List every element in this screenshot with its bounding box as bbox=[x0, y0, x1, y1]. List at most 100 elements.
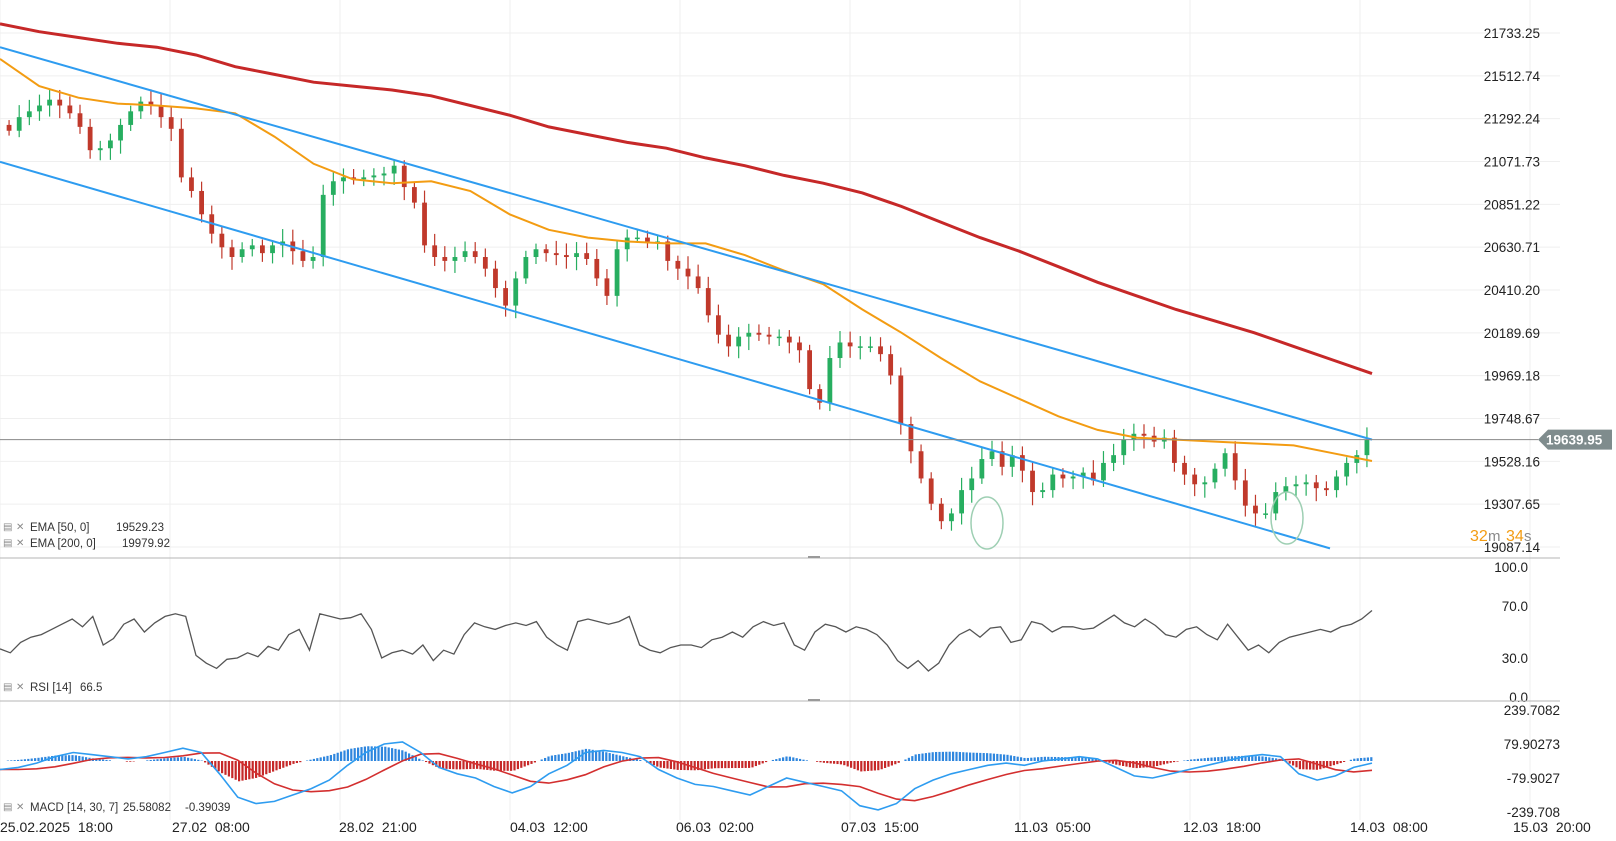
rsi-tick-label: 100.0 bbox=[1494, 560, 1528, 575]
candle bbox=[756, 324, 762, 341]
macd-hist-bar bbox=[125, 761, 128, 762]
macd-hist-bar bbox=[299, 761, 302, 763]
macd-hist-bar bbox=[1227, 756, 1230, 761]
time-tick-label: 04.03 12:00 bbox=[510, 819, 588, 835]
macd-hist-bar bbox=[1094, 759, 1097, 762]
price-tick-label: 21071.73 bbox=[1484, 154, 1540, 169]
macd-hist-bar bbox=[414, 756, 417, 761]
candle bbox=[949, 508, 954, 531]
macd-hist-bar bbox=[85, 757, 88, 762]
macd-hist-bar bbox=[1050, 756, 1053, 761]
macd-hist-bar bbox=[506, 761, 509, 771]
price-tick-label: 20851.22 bbox=[1484, 197, 1540, 212]
legend-settings-icon[interactable]: ▤ bbox=[3, 522, 12, 533]
macd-hist-bar bbox=[703, 761, 706, 770]
candle bbox=[685, 256, 691, 290]
candle bbox=[219, 225, 225, 259]
candle bbox=[270, 240, 275, 264]
macd-hist-bar bbox=[1074, 757, 1077, 761]
candle bbox=[178, 118, 184, 183]
macd-hist-bar bbox=[931, 752, 934, 761]
macd-hist-bar bbox=[731, 761, 734, 769]
channel-lower-line[interactable] bbox=[0, 160, 1331, 550]
macd-hist-bar bbox=[387, 747, 390, 762]
macd-hist-bar bbox=[1363, 757, 1366, 762]
macd-hist-bar bbox=[1207, 757, 1210, 762]
macd-hist-bar bbox=[428, 761, 431, 764]
macd-hist-bar bbox=[975, 752, 978, 762]
macd-hist-bar bbox=[265, 761, 268, 775]
macd-hist-bar bbox=[724, 761, 727, 769]
macd-hist-bar bbox=[1200, 758, 1203, 761]
macd-hist-bar bbox=[445, 761, 448, 769]
macd-hist-bar bbox=[547, 756, 550, 761]
candle bbox=[462, 241, 468, 262]
macd-hist-bar bbox=[907, 757, 910, 762]
legend-close-icon[interactable]: ✕ bbox=[16, 682, 24, 693]
macd-hist-bar bbox=[295, 761, 298, 764]
macd-hist-bar bbox=[982, 753, 985, 761]
time-axis[interactable]: 25.02.2025 18:00 27.02 08:00 28.02 21:00 04… bbox=[0, 819, 1591, 835]
legend-rsi[interactable]: ▤ ✕ RSI [14] 66.5 bbox=[3, 682, 102, 694]
macd-tick-label: 79.90273 bbox=[1504, 737, 1560, 752]
macd-hist-bar bbox=[217, 761, 220, 772]
macd-hist-bar bbox=[890, 761, 893, 766]
legend-settings-icon[interactable]: ▤ bbox=[3, 802, 12, 813]
timer-seconds: 34 bbox=[1506, 528, 1524, 545]
macd-hist-bar bbox=[27, 758, 30, 761]
candle bbox=[969, 466, 975, 503]
legend-close-icon[interactable]: ✕ bbox=[16, 802, 24, 813]
macd-hist-bar bbox=[357, 747, 360, 761]
legend-close-icon[interactable]: ✕ bbox=[16, 538, 24, 549]
legend-settings-icon[interactable]: ▤ bbox=[3, 538, 12, 549]
macd-hist-bar bbox=[227, 761, 230, 777]
macd-hist-bar bbox=[1020, 757, 1023, 761]
candle bbox=[888, 345, 894, 385]
legend-settings-icon[interactable]: ▤ bbox=[3, 682, 12, 693]
macd-hist-bar bbox=[1230, 756, 1233, 761]
macd-hist-bar bbox=[904, 759, 907, 761]
macd-hist-bar bbox=[615, 754, 618, 761]
last-price-tag: 19639.95 bbox=[1538, 429, 1612, 450]
candle bbox=[543, 244, 549, 262]
candle bbox=[837, 331, 843, 368]
legend-macd[interactable]: ▤ ✕ MACD [14, 30, 7] 25.58082 -0.39039 bbox=[3, 802, 230, 814]
macd-hist-bar bbox=[527, 761, 530, 766]
macd-hist-bar bbox=[819, 761, 822, 763]
channel-upper-line[interactable] bbox=[0, 46, 1373, 441]
panel-resize-handle-2[interactable] bbox=[808, 699, 820, 701]
macd-hist-bar bbox=[972, 752, 975, 761]
panel-resize-handle-1[interactable] bbox=[808, 556, 820, 558]
macd-hist-bar bbox=[459, 761, 462, 770]
macd-hist-bar bbox=[1244, 755, 1247, 761]
candle bbox=[158, 93, 164, 128]
macd-hist-bar bbox=[1128, 761, 1131, 768]
macd-hist-bar bbox=[676, 761, 679, 770]
macd-hist-bar bbox=[574, 751, 577, 762]
macd-hist-bar bbox=[1343, 761, 1346, 762]
candle bbox=[118, 118, 123, 154]
legend-rsi-value: 66.5 bbox=[80, 682, 102, 694]
candle bbox=[1334, 470, 1339, 498]
legend-close-icon[interactable]: ✕ bbox=[16, 522, 24, 533]
candle bbox=[1273, 482, 1279, 521]
candle bbox=[1354, 450, 1360, 474]
macd-hist-bar bbox=[605, 752, 608, 761]
macd-hist-bar bbox=[1169, 761, 1172, 763]
macd-hist-bar bbox=[261, 761, 264, 776]
macd-hist-bar bbox=[1176, 761, 1179, 762]
macd-hist-bar bbox=[952, 751, 955, 761]
macd-hist-bar bbox=[720, 761, 723, 769]
legend-ema-200[interactable]: ▤ ✕ EMA [200, 0] 19979.92 bbox=[3, 538, 170, 550]
candle bbox=[665, 235, 671, 271]
macd-hist-bar bbox=[163, 758, 166, 761]
macd-hist-bar bbox=[941, 751, 944, 762]
macd-hist-bar bbox=[1190, 759, 1193, 761]
macd-hist-bar bbox=[965, 752, 968, 761]
macd-hist-bar bbox=[71, 755, 74, 761]
macd-hist-bar bbox=[17, 759, 20, 762]
macd-hist-bar bbox=[404, 751, 407, 762]
legend-ema-50[interactable]: ▤ ✕ EMA [50, 0] 19529.23 bbox=[3, 522, 164, 534]
macd-hist-bar bbox=[1186, 759, 1189, 761]
